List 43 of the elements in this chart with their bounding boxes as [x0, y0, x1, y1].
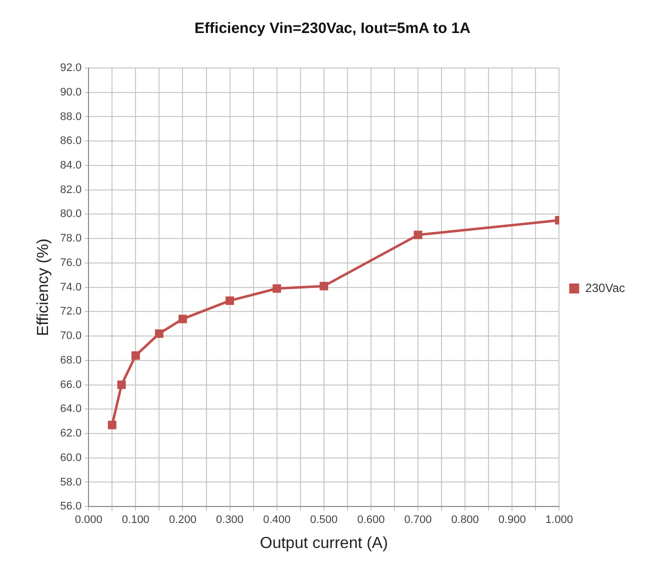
point [117, 380, 126, 390]
y-tick-label: 74.0 [60, 281, 82, 294]
legend-label: 230Vac [585, 280, 626, 295]
y-tick-label: 92.0 [60, 62, 82, 74]
x-axis-title: Output current (A) [260, 534, 388, 552]
x-tick-label: 0.200 [168, 514, 196, 526]
x-tick-label: 0.800 [451, 514, 479, 526]
point [131, 351, 140, 360]
y-axis-title: Efficiency (%) [35, 238, 52, 336]
y-tick-label: 90.0 [60, 86, 82, 98]
y-tick-label: 84.0 [60, 160, 82, 172]
point [154, 329, 164, 338]
y-tick-label: 64.0 [60, 403, 82, 416]
point [272, 284, 282, 293]
y-tick-label: 76.0 [60, 256, 82, 269]
x-tick-label: 0.900 [498, 514, 526, 526]
x-tick-label: 0.400 [263, 514, 291, 526]
chart-title: Efficiency Vin=230Vac, Iout=5mA to 1A [194, 20, 471, 38]
y-tick-label: 78.0 [60, 232, 82, 245]
y-tick-label: 66.0 [60, 378, 82, 391]
x-tick-label: 0.300 [216, 514, 244, 526]
point [178, 314, 187, 324]
point [414, 230, 422, 240]
x-tick-label: 0.000 [74, 514, 102, 526]
y-tick-label: 80.0 [60, 208, 82, 220]
y-tick-label: 88.0 [60, 110, 82, 123]
x-tick-label: 0.100 [122, 514, 150, 526]
y-tick-label: 70.0 [60, 330, 82, 342]
y-tick-label: 60.0 [60, 452, 82, 464]
y-tick-label: 62.0 [60, 428, 82, 440]
y-tick-label: 72.0 [60, 306, 82, 318]
y-tick-label: 82.0 [60, 184, 82, 196]
y-tick-label: 58.0 [60, 476, 82, 488]
x-tick-label: 0.600 [357, 514, 385, 526]
x-tick-label: 0.700 [404, 514, 432, 526]
point [320, 282, 328, 290]
x-tick-label: 1.000 [545, 514, 573, 526]
x-tick-label: 0.500 [310, 514, 338, 526]
y-tick-label: 86.0 [60, 135, 82, 148]
y-tick-label: 68.0 [60, 354, 82, 366]
point [108, 420, 116, 430]
point [226, 296, 234, 305]
y-tick-label: 56.0 [60, 500, 82, 513]
